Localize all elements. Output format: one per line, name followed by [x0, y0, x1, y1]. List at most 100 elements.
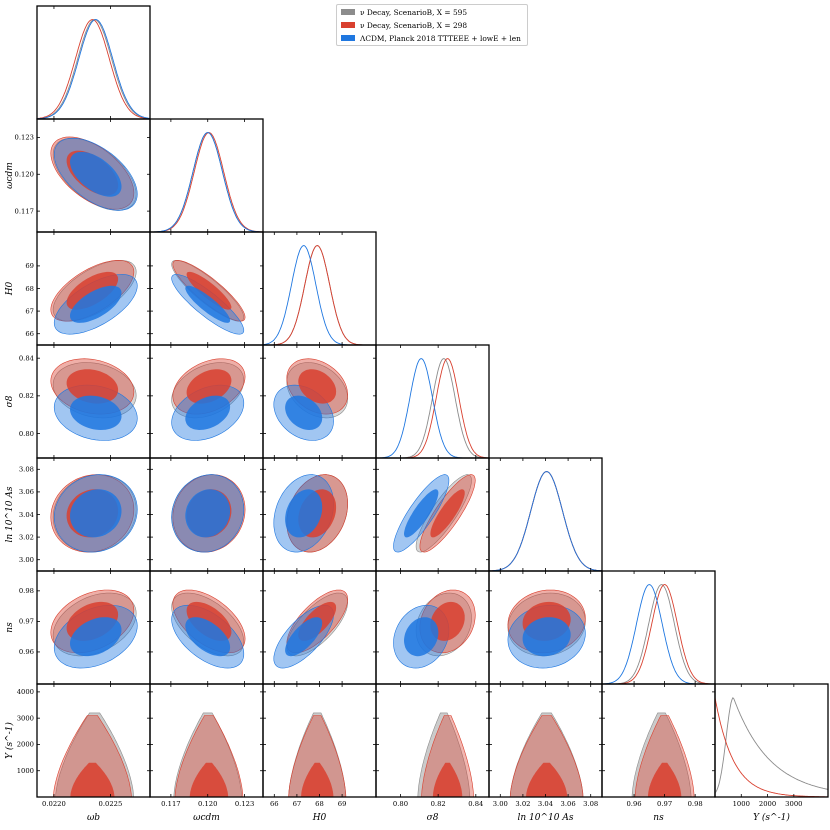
y-tick-label: 3.00 — [19, 556, 34, 564]
x-tick-label: 1000 — [733, 800, 750, 808]
marginal-curve-d9402f — [489, 471, 602, 571]
contour-68 — [185, 489, 231, 538]
contour-68 — [185, 617, 231, 657]
panel-ln10As-H0 — [273, 474, 349, 553]
contour-68 — [404, 489, 439, 538]
y-tick-label: 0.96 — [19, 648, 34, 656]
panel-ns-sigma8 — [393, 589, 476, 669]
y-tick-label: 4000 — [17, 688, 34, 696]
y-axis-label: Y (s^-1) — [4, 722, 15, 759]
legend-entry-red: ν Decay, ScenarioB, X = 298 — [341, 19, 523, 31]
legend: ν Decay, ScenarioB, X = 595 ν Decay, Sce… — [336, 4, 528, 46]
panel-ns-omega_cdm — [171, 589, 246, 669]
contour-68 — [430, 601, 465, 641]
contour-68 — [432, 762, 463, 797]
panel-frame — [36, 5, 151, 120]
panel-ns-H0 — [273, 589, 349, 669]
legend-label-gray: ν Decay, ScenarioB, X = 595 — [360, 7, 468, 17]
contour-68 — [185, 285, 231, 323]
panel-sigma8-H0 — [273, 358, 349, 441]
legend-entry-gray: ν Decay, ScenarioB, X = 595 — [341, 6, 523, 18]
y-axis-label: ns — [5, 622, 15, 633]
x-axis-label: ωb — [87, 813, 100, 823]
y-tick-label: 0.82 — [19, 392, 34, 400]
panel-ln10As-sigma8 — [393, 474, 476, 553]
marginal-curve-d9402f — [715, 697, 828, 797]
contour-68 — [526, 762, 568, 797]
panel-ln10As-ln10As — [489, 471, 602, 571]
marginal-curve-8c8c8c — [150, 132, 263, 232]
contour-68 — [70, 617, 122, 657]
y-tick-label: 0.84 — [19, 354, 34, 362]
contour-68 — [285, 617, 323, 657]
panel-Y-ns — [631, 712, 695, 797]
y-tick-label: 0.123 — [15, 134, 34, 142]
panel-ns-ln10As — [507, 589, 586, 669]
x-tick-label: 68 — [315, 800, 324, 808]
panel-omega_cdm-omega_b — [50, 136, 138, 211]
marginal-curve-1f77e0 — [602, 584, 715, 684]
contour-68 — [285, 395, 323, 430]
marginal-curve-d9402f — [602, 584, 715, 684]
contour-68 — [185, 395, 231, 430]
x-tick-label: 0.84 — [468, 800, 483, 808]
y-tick-label: 0.98 — [19, 587, 34, 595]
marginal-curve-1f77e0 — [37, 19, 150, 119]
marginal-curve-d9402f — [150, 132, 263, 232]
x-tick-label: 0.0225 — [99, 800, 123, 808]
x-tick-label: 2000 — [759, 800, 776, 808]
panel-Y-H0 — [288, 712, 347, 797]
panel-H0-omega_b — [50, 259, 138, 335]
contour-68 — [522, 617, 571, 657]
contour-68 — [70, 285, 122, 323]
panel-ns-omega_b — [50, 589, 138, 669]
y-tick-label: 3.08 — [19, 466, 34, 474]
x-tick-label: 0.80 — [393, 800, 408, 808]
legend-label-red: ν Decay, ScenarioB, X = 298 — [360, 20, 468, 30]
marginal-curve-1f77e0 — [376, 358, 489, 458]
panel-ln10As-omega_b — [50, 474, 138, 553]
marginal-curve-d9402f — [376, 358, 489, 458]
y-axis-label: ln 10^10 As — [5, 486, 15, 542]
x-tick-label: 67 — [293, 800, 302, 808]
legend-swatch-gray — [341, 9, 355, 15]
panel-ns-ns — [602, 584, 715, 684]
y-tick-label: 68 — [25, 285, 34, 293]
x-tick-label: 0.82 — [431, 800, 446, 808]
y-tick-label: 66 — [25, 330, 34, 338]
panel-frame — [262, 231, 377, 346]
x-axis-label: ln 10^10 As — [518, 813, 574, 823]
contour-68 — [186, 271, 232, 310]
marginal-curve-1f77e0 — [263, 245, 376, 345]
y-axis-label: ωcdm — [5, 162, 15, 189]
contour-95 — [53, 715, 132, 797]
y-axis-label: H0 — [5, 281, 15, 296]
panel-Y-ln10As — [509, 712, 584, 797]
x-tick-label: 0.98 — [688, 800, 703, 808]
contour-68 — [70, 762, 115, 797]
y-tick-label: 0.117 — [15, 207, 34, 215]
contour-68 — [647, 762, 682, 797]
y-tick-label: 3.06 — [19, 488, 34, 496]
contour-68 — [66, 271, 119, 310]
contour-95 — [421, 715, 474, 797]
panel-Y-omega_cdm — [173, 712, 244, 797]
x-axis-label: ns — [653, 813, 664, 823]
contour-68 — [70, 395, 122, 430]
x-axis-label: ωcdm — [193, 813, 220, 823]
x-tick-label: 0.0220 — [42, 800, 66, 808]
contour-68 — [189, 762, 229, 797]
panel-omega_cdm-omega_cdm — [150, 132, 263, 232]
x-tick-label: 3.08 — [583, 800, 598, 808]
marginal-curve-8c8c8c — [37, 19, 150, 119]
panel-omega_b-omega_b — [37, 19, 150, 119]
contour-68 — [430, 489, 465, 538]
contour-95 — [174, 715, 244, 797]
y-tick-label: 2000 — [17, 741, 34, 749]
contour-95 — [509, 715, 584, 797]
panel-frame — [375, 344, 490, 459]
panel-H0-omega_cdm — [171, 259, 246, 335]
y-tick-label: 3.04 — [19, 511, 34, 519]
contour-95 — [55, 712, 134, 797]
